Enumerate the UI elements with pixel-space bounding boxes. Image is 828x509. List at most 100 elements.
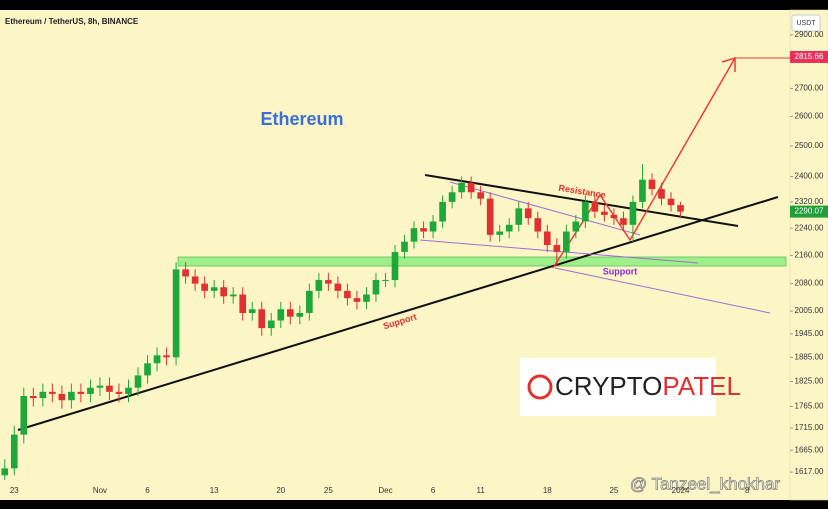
price-marker [790,50,828,63]
logo: CRYPTOPATEL [555,371,741,401]
candle-body [191,276,199,284]
y-tick-label: 2700.00 [795,83,824,92]
y-tick-label: 1945.00 [795,329,824,338]
y-tick-label: 2400.00 [795,172,824,181]
candle-body [182,269,189,277]
candle-body [286,309,294,317]
candles [1,164,684,480]
candle-body [277,309,285,321]
x-tick-label: 20 [276,486,285,495]
candle-body [315,280,323,291]
price-marker [790,205,828,218]
candle-body [658,189,665,199]
candle-body [610,214,618,219]
candle-body [87,387,94,394]
channel-line [449,181,641,236]
x-tick-label: 13 [210,486,219,495]
candle-body [372,280,380,295]
x-tick-label: 23 [10,486,19,495]
y-tick-label: 1617.00 [795,467,824,476]
candle-body [1,468,9,476]
y-tick-label: 2080.00 [795,279,824,288]
y-tick-label: 1715.00 [795,423,824,432]
price-scale [789,9,828,501]
candle-body [106,385,113,392]
candle-body [601,211,608,215]
candle-body [486,198,494,235]
candle-body [477,192,484,199]
candle-body [543,231,551,246]
y-tick-label: 1885.00 [795,352,824,361]
x-tick-label: 25 [609,486,618,495]
candle-body [68,391,75,401]
x-tick-label: 11 [477,486,486,495]
support-zone [177,256,787,267]
candle-body [496,231,504,235]
x-tick-label: 8 [745,486,750,495]
price-marker-label: 2815.66 [795,52,824,61]
background [0,10,828,500]
candle-body [534,218,542,232]
candle-body [677,205,684,212]
x-tick-label: 6 [145,486,150,495]
x-tick-label: 18 [543,486,552,495]
candle-body [505,224,513,232]
candle-body [248,309,256,313]
candle-body [49,391,56,394]
x-tick-label: 25 [324,486,333,495]
x-tick-label: Dec [378,486,392,495]
resistance-trendline [424,174,739,227]
candle-body [467,182,475,193]
candle-body [296,312,304,317]
candle-body [306,290,313,313]
candle-body [229,294,237,297]
candle-body [325,280,332,284]
candle-body [353,298,361,302]
candle-body [620,218,627,225]
candle-body [582,201,589,222]
logo-part: CRYPTO [555,371,662,401]
currency: USDT [796,20,816,27]
y-tick-label: 2005.00 [795,306,824,315]
candle-body [267,320,275,329]
candle-body [420,228,427,232]
y-tick-label: 2600.00 [795,112,824,121]
candle-body [163,355,170,358]
y-tick-label: 1825.00 [795,377,824,386]
support-label: Support [603,266,638,276]
candle-body [258,309,266,329]
candle-body [210,287,218,291]
logo-part: PATEL [662,371,741,401]
candle-body [524,208,532,219]
channel-line [554,267,771,314]
candle-body [410,228,418,242]
candle-body [58,393,66,401]
x-tick-label: 2024 [672,486,690,495]
y-tick-label: 2500.00 [795,141,824,150]
candle-body [382,280,389,282]
candle-body [201,283,208,291]
candle-body [391,251,399,281]
y-tick-label: 1765.00 [795,402,824,411]
candle-body [448,192,456,202]
candle-body [401,241,408,252]
price-marker-label: 2290.07 [795,207,824,216]
candle-body [77,391,85,394]
chart-title: Ethereum [260,109,343,129]
candle-body [153,355,161,364]
x-tick-label: 6 [431,486,436,495]
header: Ethereum / TetherUS, 8h, BINANCE [5,17,139,26]
candle-body [125,387,132,394]
y-tick-label: 1665.00 [795,445,824,454]
y-tick-label: 2900.00 [795,30,824,39]
candle-body [648,179,656,190]
candle-body [667,198,675,206]
candle-body [553,245,561,252]
candle-body [334,283,342,291]
candle-body [344,290,351,299]
y-tick-label: 2240.00 [795,223,824,232]
candle-body [458,182,465,193]
candle-body [363,294,370,302]
candle-body [429,221,437,232]
